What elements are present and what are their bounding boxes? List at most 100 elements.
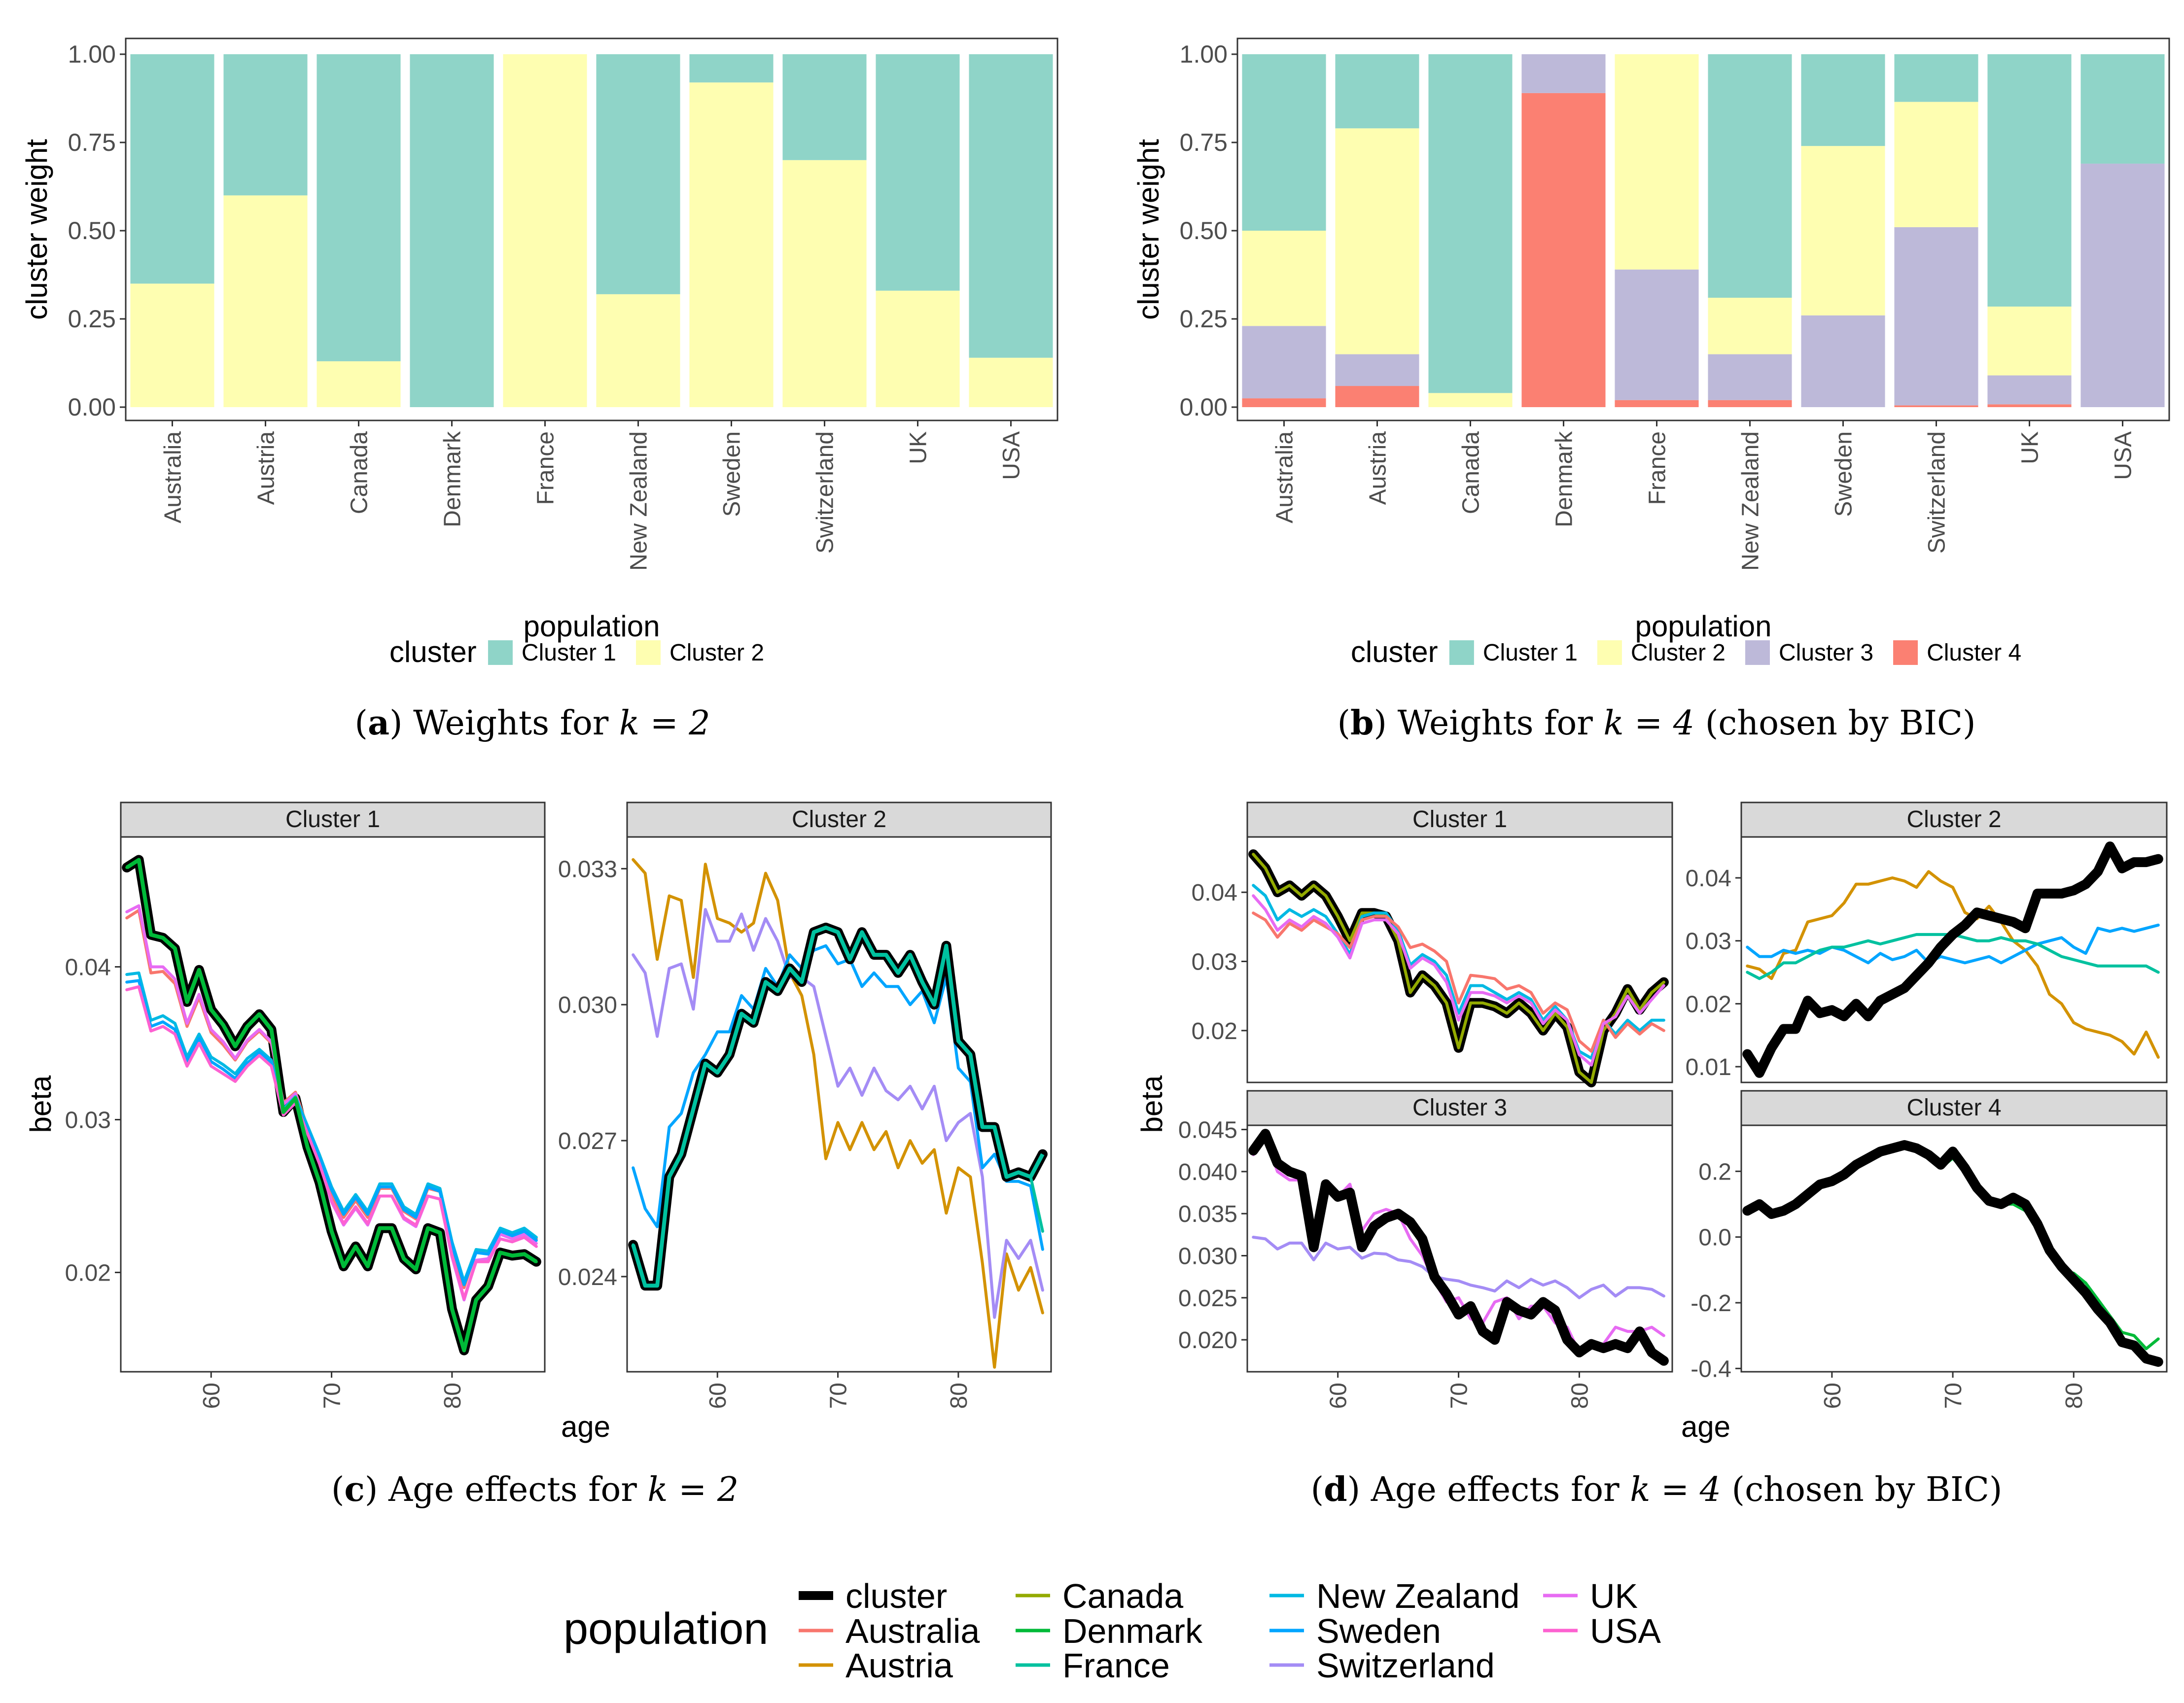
y-tick-label: 0.02 xyxy=(1192,1018,1237,1044)
y-tick-label: 0.027 xyxy=(558,1128,617,1154)
y-tick-label: 0.025 xyxy=(1178,1286,1237,1312)
x-tick-label: 80 xyxy=(1567,1383,1593,1409)
y-axis-title: cluster weight xyxy=(1132,139,1165,320)
legend-label: Cluster 4 xyxy=(1927,640,2021,666)
facet-cluster-1: Cluster 1 0.02 0.03 0.04 60 70 80 xyxy=(65,801,546,1409)
series-line-cluster xyxy=(1742,841,2163,1078)
x-tick-label: 60 xyxy=(1326,1383,1352,1409)
y-tick-label: 1.00 xyxy=(1180,40,1228,68)
caption-part: k = 2 xyxy=(619,704,710,743)
x-tick-label: UK xyxy=(906,431,932,464)
bar-cluster-1 xyxy=(2080,54,2165,164)
legend-title: population xyxy=(564,1604,768,1654)
y-tick-label: 0.04 xyxy=(65,955,111,981)
y-tick-label: 0.024 xyxy=(558,1264,617,1290)
x-tick-label: 70 xyxy=(319,1383,346,1409)
series-line-sweden xyxy=(125,979,538,1286)
bar-cluster-3 xyxy=(2080,163,2165,407)
y-axis-title: beta xyxy=(1135,1075,1168,1133)
series-line-switzerland xyxy=(632,908,1044,1319)
y-tick-label: 0.00 xyxy=(1180,393,1228,421)
x-tick-label: Australia xyxy=(1272,431,1298,523)
bar-cluster-1 xyxy=(1987,54,2072,307)
bar-cluster-1 xyxy=(223,54,308,196)
caption-part: ) Weights for xyxy=(389,704,619,743)
x-axis-title: age xyxy=(1681,1410,1730,1443)
x-tick-label: Switzerland xyxy=(1924,431,1950,554)
series-line-new-zealand xyxy=(1252,884,1665,1060)
bar-cluster-2 xyxy=(1894,102,1978,227)
legend-title: cluster xyxy=(389,635,477,668)
bar-cluster-1 xyxy=(1428,54,1513,393)
x-tick-label: Australia xyxy=(160,431,186,523)
series-line-core xyxy=(126,858,538,1353)
caption-d: (d) Age effects for k = 4 (chosen by BIC… xyxy=(1311,1470,2003,1509)
facet-title: Cluster 1 xyxy=(285,806,380,833)
bar-cluster-2 xyxy=(317,361,401,407)
bar-cluster-1 xyxy=(1801,54,1885,146)
legend-label: Cluster 1 xyxy=(522,640,616,666)
bar-cluster-2 xyxy=(1615,54,1699,270)
legend-label: USA xyxy=(1590,1612,1661,1650)
bar-cluster-1 xyxy=(1335,54,1419,129)
facet-title: Cluster 3 xyxy=(1412,1095,1507,1121)
x-tick-label: 80 xyxy=(440,1383,466,1409)
legend-label: Sweden xyxy=(1316,1612,1441,1650)
bar-cluster-1 xyxy=(782,54,867,160)
bar-cluster-1 xyxy=(1894,54,1978,102)
facet-strip xyxy=(1740,1090,2168,1126)
bar-cluster-2 xyxy=(876,290,960,407)
facet-cluster-3: Cluster 3 0.020 0.025 0.030 0.035 0.040 0.045 6… xyxy=(1178,1090,1673,1409)
facet-title: Cluster 2 xyxy=(1906,806,2001,833)
y-tick-label: 0.033 xyxy=(558,856,617,882)
facet-strip xyxy=(120,801,546,838)
legend-label: New Zealand xyxy=(1316,1577,1519,1615)
facet-strip xyxy=(1246,801,1673,838)
bar-cluster-1 xyxy=(1708,54,1792,298)
caption-part: (chosen by BIC) xyxy=(1721,1470,2002,1509)
plot-panel xyxy=(120,836,546,1373)
y-tick-label: 0.00 xyxy=(68,393,116,421)
legend-key xyxy=(1745,640,1770,665)
bar-cluster-3 xyxy=(1987,375,2072,405)
y-tick-label: 0.030 xyxy=(558,992,617,1018)
bar-chart-b: 0.00 0.25 0.50 0.75 1.00 Australia Austria Cana… xyxy=(1132,37,2170,668)
series-line-austria xyxy=(1746,870,2160,1059)
legend-key xyxy=(1597,640,1622,665)
y-tick-label: 0.02 xyxy=(65,1260,111,1286)
y-tick-label: 0.03 xyxy=(1192,949,1237,975)
y-tick-label: 0.01 xyxy=(1686,1054,1731,1080)
bar-cluster-4 xyxy=(1521,93,1606,407)
facet-strip xyxy=(626,801,1052,838)
bar-cluster-1 xyxy=(317,54,401,361)
x-tick-label: 70 xyxy=(1446,1383,1473,1409)
bar-cluster-4 xyxy=(1335,386,1419,407)
legend-key xyxy=(636,640,661,665)
bar-cluster-1 xyxy=(130,54,214,284)
x-tick-label: 70 xyxy=(1940,1383,1967,1409)
bar-cluster-2 xyxy=(969,357,1053,407)
bar-cluster-4 xyxy=(1615,400,1699,407)
x-tick-label: Switzerland xyxy=(812,431,839,554)
bar-cluster-2 xyxy=(1801,146,1885,315)
series-line-cluster xyxy=(1742,1140,2163,1367)
series-line-core xyxy=(631,925,1045,1288)
bar-cluster-3 xyxy=(1615,269,1699,400)
caption-part: b xyxy=(1350,703,1374,743)
y-tick-label: 0.04 xyxy=(1686,866,1731,892)
legend-label: Cluster 1 xyxy=(1483,640,1578,666)
caption-a: (a) Weights for k = 2 xyxy=(354,703,710,743)
legend-key xyxy=(488,640,513,665)
series-line-australia xyxy=(1252,911,1665,1053)
legend-label: Cluster 2 xyxy=(1631,640,1726,666)
bar-cluster-2 xyxy=(689,82,774,407)
bar-cluster-3 xyxy=(1242,326,1326,399)
series-line-cluster xyxy=(1248,1129,1669,1366)
facet-cluster-1: Cluster 1 0.02 0.03 0.04 xyxy=(1192,801,1673,1087)
bar-cluster-2 xyxy=(782,160,867,407)
caption-part: ) Age effects for xyxy=(1347,1470,1630,1509)
y-axis-title: beta xyxy=(24,1075,57,1133)
caption-part: ( xyxy=(1337,704,1350,743)
x-tick-label: Canada xyxy=(347,431,373,514)
x-tick-label: 70 xyxy=(826,1383,852,1409)
